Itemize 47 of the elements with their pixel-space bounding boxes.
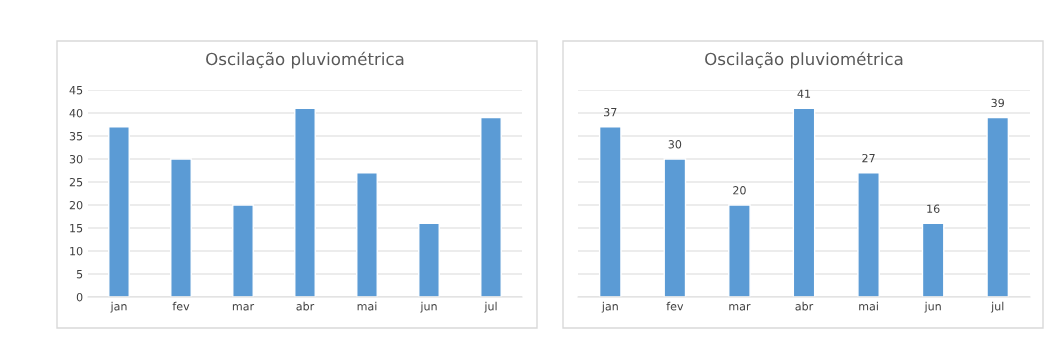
y-tick-label: 15 [70, 224, 83, 233]
bar [294, 107, 316, 297]
y-tick-label: 5 [76, 270, 83, 279]
x-tick-label: jun [420, 301, 437, 313]
bar [921, 222, 945, 297]
y-tick-label: 35 [69, 131, 83, 141]
data-label: 20 [733, 186, 746, 195]
bar [170, 158, 192, 297]
bar [598, 126, 622, 297]
data-label: 27 [862, 153, 875, 163]
bar [986, 116, 1010, 297]
chart-title: Oscilação pluviométrica [206, 51, 404, 69]
bar [728, 204, 751, 297]
data-label: 16 [927, 204, 940, 213]
bar [792, 107, 816, 297]
bar [418, 222, 440, 297]
data-label: 39 [991, 98, 1004, 108]
y-tick-label: 45 [69, 86, 83, 95]
x-tick-label: jul [484, 301, 497, 313]
bar [356, 172, 378, 297]
data-label: 30 [668, 140, 682, 149]
y-tick-label: 20 [69, 200, 83, 210]
y-tick-label: 10 [70, 246, 83, 256]
chart-title: Oscilação pluviométrica [705, 51, 903, 69]
data-label: 37 [604, 107, 617, 117]
x-tick-label: mar [729, 304, 751, 311]
x-tick-label: mai [357, 301, 377, 311]
x-tick-label: fev [666, 301, 684, 311]
bar [480, 116, 502, 297]
y-tick-label: 0 [76, 292, 83, 302]
y-tick-label: 25 [69, 177, 83, 187]
x-tick-label: abr [795, 301, 814, 311]
x-tick-label: jan [601, 301, 618, 313]
bar [232, 204, 254, 297]
data-label: 41 [797, 89, 811, 98]
bar [857, 172, 880, 297]
x-tick-label: mar [232, 304, 255, 311]
x-tick-label: jan [110, 301, 127, 313]
x-tick-label: jul [990, 301, 1004, 313]
x-tick-label: mai [859, 301, 878, 311]
y-tick-label: 40 [69, 108, 83, 118]
y-tick-label: 30 [69, 154, 83, 164]
bar [108, 126, 130, 297]
x-tick-label: jun [924, 301, 941, 313]
bar [663, 158, 687, 297]
x-tick-label: abr [296, 301, 315, 311]
x-tick-label: fev [172, 301, 190, 311]
